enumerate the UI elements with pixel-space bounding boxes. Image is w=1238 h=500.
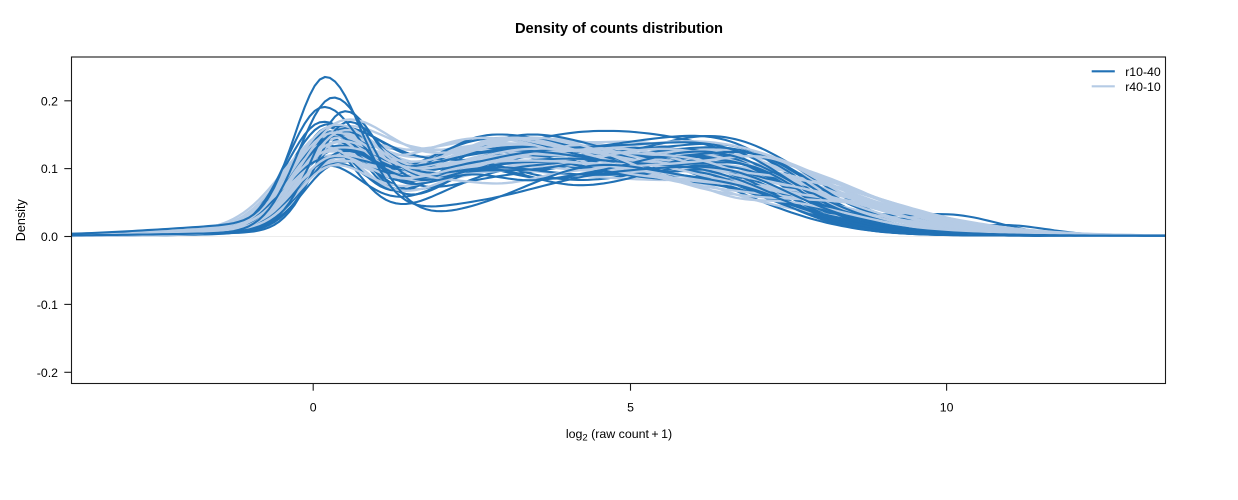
svg-text:log2 (raw count + 1): log2 (raw count + 1) (566, 427, 672, 444)
svg-text:-0.2: -0.2 (37, 366, 58, 380)
svg-text:0.2: 0.2 (41, 94, 58, 108)
svg-text:Density: Density (14, 199, 28, 242)
svg-text:r40-10: r40-10 (1125, 80, 1161, 94)
svg-text:0.0: 0.0 (41, 230, 58, 244)
svg-text:0: 0 (310, 400, 317, 414)
svg-text:r10-40: r10-40 (1125, 65, 1161, 79)
svg-text:0.1: 0.1 (41, 162, 58, 176)
svg-text:Density of counts distribution: Density of counts distribution (515, 21, 723, 37)
svg-text:10: 10 (940, 400, 954, 414)
svg-text:-0.1: -0.1 (37, 298, 58, 312)
svg-text:5: 5 (627, 400, 634, 414)
